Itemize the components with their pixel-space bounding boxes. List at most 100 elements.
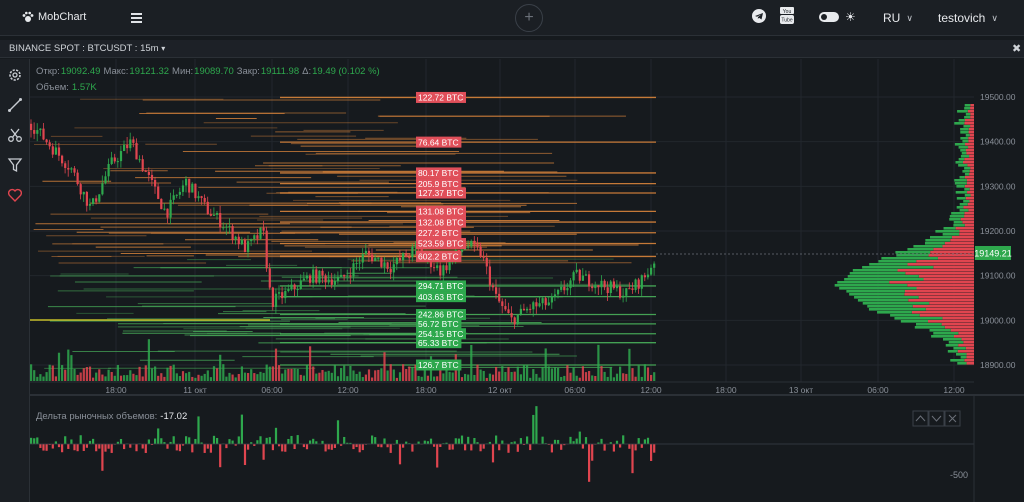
delta-bar <box>185 436 188 444</box>
volume-bar <box>473 374 476 381</box>
symbol-selector[interactable]: BINANCE SPOT : BTCUSDT : 15m ▾ <box>9 43 165 54</box>
volume-bar <box>253 373 256 381</box>
order-label: 227.2 BTC <box>418 228 459 238</box>
candle-body <box>101 183 104 195</box>
candle-body <box>439 265 442 276</box>
candle-body <box>405 253 408 258</box>
brand-logo[interactable]: MobChart <box>22 11 86 23</box>
candle-body <box>495 287 498 294</box>
profile-buy-bar <box>954 122 965 125</box>
candle-body <box>312 269 315 283</box>
delta-bar <box>650 444 653 461</box>
volume-bar <box>622 373 625 381</box>
candle-body <box>603 280 606 288</box>
volume-bar <box>185 373 188 381</box>
volume-bar <box>169 365 172 381</box>
volume-bar <box>85 367 88 381</box>
delta-bar <box>281 444 284 452</box>
candle-body <box>141 159 144 171</box>
volume-bar <box>358 371 361 381</box>
candle-body <box>110 157 113 164</box>
candle-body <box>544 298 547 306</box>
candle-body <box>234 236 237 240</box>
volume-bar <box>222 364 225 381</box>
profile-buy-bar <box>945 344 959 347</box>
volume-bar <box>92 377 95 381</box>
profile-sell-bar <box>969 155 974 158</box>
volume-bar <box>544 348 547 381</box>
profile-buy-bar <box>960 149 966 152</box>
volume-bar <box>116 365 119 381</box>
volume-bar <box>364 374 367 381</box>
volume-bar <box>588 371 591 381</box>
profile-buy-bar <box>957 110 968 113</box>
user-menu[interactable]: testovich ∨ <box>938 11 998 25</box>
delta-bar <box>358 444 361 453</box>
pane-up-button[interactable] <box>912 410 929 427</box>
delta-bar <box>197 416 200 444</box>
candle-body <box>284 290 287 299</box>
add-chart-button[interactable]: + <box>515 4 543 32</box>
profile-buy-bar <box>846 290 905 293</box>
order-label-badge <box>416 178 462 190</box>
youtube-icon[interactable]: You Tube <box>780 7 794 25</box>
profile-sell-bar <box>925 308 974 311</box>
profile-buy-bar <box>849 272 906 275</box>
menu-button[interactable] <box>131 13 142 23</box>
pane-controls <box>912 410 961 427</box>
candle-body <box>637 279 640 289</box>
candle-body <box>302 278 305 281</box>
candle-body <box>653 263 656 268</box>
language-select[interactable]: RU ∨ <box>883 11 913 25</box>
candle-body <box>271 287 274 307</box>
candle-body <box>553 294 557 297</box>
heart-icon[interactable] <box>7 187 23 203</box>
candle-body <box>104 176 107 184</box>
volume-bar <box>243 372 247 381</box>
chart-area[interactable]: 122.72 BTC 76.64 BTC 80.17 BTC 205.9 BTC 127… <box>30 59 1024 502</box>
profile-buy-bar <box>960 356 967 359</box>
profile-buy-bar <box>881 257 938 260</box>
settings-gear-icon[interactable] <box>7 67 23 83</box>
profile-buy-bar <box>959 176 965 179</box>
delta-axis-label: -500 <box>950 470 968 480</box>
theme-toggle[interactable] <box>819 12 839 22</box>
close-chart-button[interactable]: ✖ <box>1012 43 1022 55</box>
volume-bar <box>178 376 181 381</box>
ohlc-label: Δ: <box>302 66 311 77</box>
volume-bar <box>433 376 436 381</box>
menu-icon <box>131 13 142 15</box>
trend-line-icon[interactable] <box>7 97 23 113</box>
time-axis[interactable]: 18:00 11 окт 06:00 12:00 18:00 12 окт 06:00 12:… <box>105 385 965 395</box>
candle-body <box>597 285 600 288</box>
candle-body <box>88 203 92 206</box>
profile-buy-bar <box>964 173 970 176</box>
scissors-icon[interactable] <box>7 127 23 143</box>
telegram-icon[interactable] <box>752 9 766 23</box>
profile-buy-bar <box>895 251 931 254</box>
filter-icon[interactable] <box>7 157 23 173</box>
volume-bar <box>197 374 200 381</box>
pane-close-button[interactable] <box>944 410 961 427</box>
pane-down-button[interactable] <box>928 410 945 427</box>
profile-sell-bar <box>964 212 974 215</box>
chart-header: BINANCE SPOT : BTCUSDT : 15m ▾ ✖ <box>0 40 1024 58</box>
volume-bar <box>54 376 57 381</box>
profile-buy-bar <box>955 191 968 194</box>
candle-body <box>634 279 637 290</box>
profile-buy-bar <box>914 326 945 329</box>
profile-buy-bar <box>954 143 966 146</box>
candle-body <box>76 172 79 185</box>
volume-bar <box>166 367 169 381</box>
delta-bar <box>104 444 107 452</box>
delta-bar <box>380 444 383 448</box>
profile-buy-bar <box>933 332 959 335</box>
volume-bar <box>386 370 389 381</box>
profile-sell-bar <box>970 194 974 197</box>
price-axis[interactable]: 19500.00 19400.00 19300.00 19200.00 19100.00… <box>980 92 1016 370</box>
candle-body <box>631 288 634 290</box>
candle-body <box>572 272 575 281</box>
delta-value: -17.02 <box>160 411 187 422</box>
volume-bar <box>460 377 464 381</box>
